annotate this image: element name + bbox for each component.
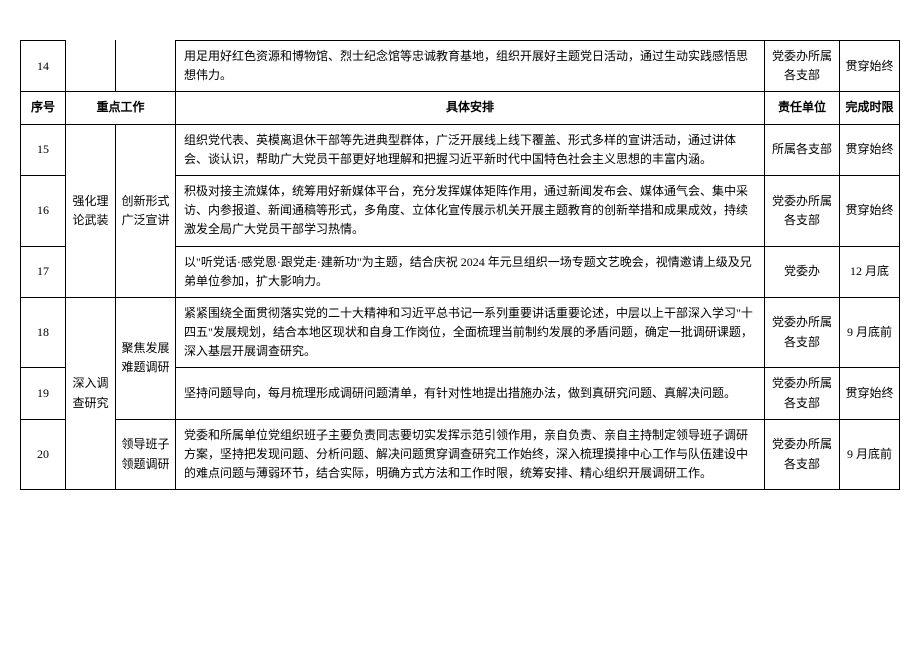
cell-deadline: 贯穿始终 <box>840 368 900 419</box>
cell-dept: 党委办所属各支部 <box>765 419 840 490</box>
cell-seq: 17 <box>21 246 66 297</box>
table-row: 18 深入调查研究 聚焦发展难题调研 紧紧围绕全面贯彻落实党的二十大精神和习近平… <box>21 297 900 368</box>
cell-detail: 组织党代表、英模离退休干部等先进典型群体，广泛开展线上线下覆盖、形式多样的宣讲活… <box>176 124 765 175</box>
cell-detail: 以"听党话·感党恩·跟党走·建新功"为主题，结合庆祝 2024 年元旦组织一场专… <box>176 246 765 297</box>
header-seq: 序号 <box>21 92 66 124</box>
cell-cat1: 深入调查研究 <box>66 297 116 490</box>
cell-cat2-blank <box>116 41 176 92</box>
header-work: 重点工作 <box>66 92 176 124</box>
cell-seq: 14 <box>21 41 66 92</box>
cell-dept: 党委办所属各支部 <box>765 175 840 246</box>
cell-detail: 紧紧围绕全面贯彻落实党的二十大精神和习近平总书记一系列重要讲话重要论述，中层以上… <box>176 297 765 368</box>
cell-seq: 16 <box>21 175 66 246</box>
table-header-row: 序号 重点工作 具体安排 责任单位 完成时限 <box>21 92 900 124</box>
table-row: 15 强化理论武装 创新形式广泛宣讲 组织党代表、英模离退休干部等先进典型群体，… <box>21 124 900 175</box>
cell-dept: 党委办所属各支部 <box>765 41 840 92</box>
cell-cat1: 强化理论武装 <box>66 124 116 297</box>
cell-deadline: 9 月底前 <box>840 419 900 490</box>
cell-detail: 党委和所属单位党组织班子主要负责同志要切实发挥示范引领作用，亲自负责、亲自主持制… <box>176 419 765 490</box>
cell-deadline: 贯穿始终 <box>840 124 900 175</box>
plan-table: 14 用足用好红色资源和博物馆、烈士纪念馆等忠诚教育基地，组织开展好主题党日活动… <box>20 40 900 490</box>
cell-deadline: 12 月底 <box>840 246 900 297</box>
cell-dept: 所属各支部 <box>765 124 840 175</box>
header-deadline: 完成时限 <box>840 92 900 124</box>
cell-cat1-blank <box>66 41 116 92</box>
cell-seq: 19 <box>21 368 66 419</box>
cell-deadline: 贯穿始终 <box>840 41 900 92</box>
cell-dept: 党委办所属各支部 <box>765 368 840 419</box>
cell-seq: 18 <box>21 297 66 368</box>
table-row: 14 用足用好红色资源和博物馆、烈士纪念馆等忠诚教育基地，组织开展好主题党日活动… <box>21 41 900 92</box>
cell-cat2: 聚焦发展难题调研 <box>116 297 176 419</box>
header-dept: 责任单位 <box>765 92 840 124</box>
cell-deadline: 9 月底前 <box>840 297 900 368</box>
cell-cat2: 创新形式广泛宣讲 <box>116 124 176 297</box>
header-detail: 具体安排 <box>176 92 765 124</box>
cell-seq: 15 <box>21 124 66 175</box>
cell-dept: 党委办所属各支部 <box>765 297 840 368</box>
cell-cat2: 领导班子领题调研 <box>116 419 176 490</box>
cell-dept: 党委办 <box>765 246 840 297</box>
cell-deadline: 贯穿始终 <box>840 175 900 246</box>
cell-detail: 用足用好红色资源和博物馆、烈士纪念馆等忠诚教育基地，组织开展好主题党日活动，通过… <box>176 41 765 92</box>
cell-seq: 20 <box>21 419 66 490</box>
cell-detail: 积极对接主流媒体，统筹用好新媒体平台，充分发挥媒体矩阵作用，通过新闻发布会、媒体… <box>176 175 765 246</box>
table-row: 20 领导班子领题调研 党委和所属单位党组织班子主要负责同志要切实发挥示范引领作… <box>21 419 900 490</box>
cell-detail: 坚持问题导向，每月梳理形成调研问题清单，有针对性地提出措施办法，做到真研究问题、… <box>176 368 765 419</box>
